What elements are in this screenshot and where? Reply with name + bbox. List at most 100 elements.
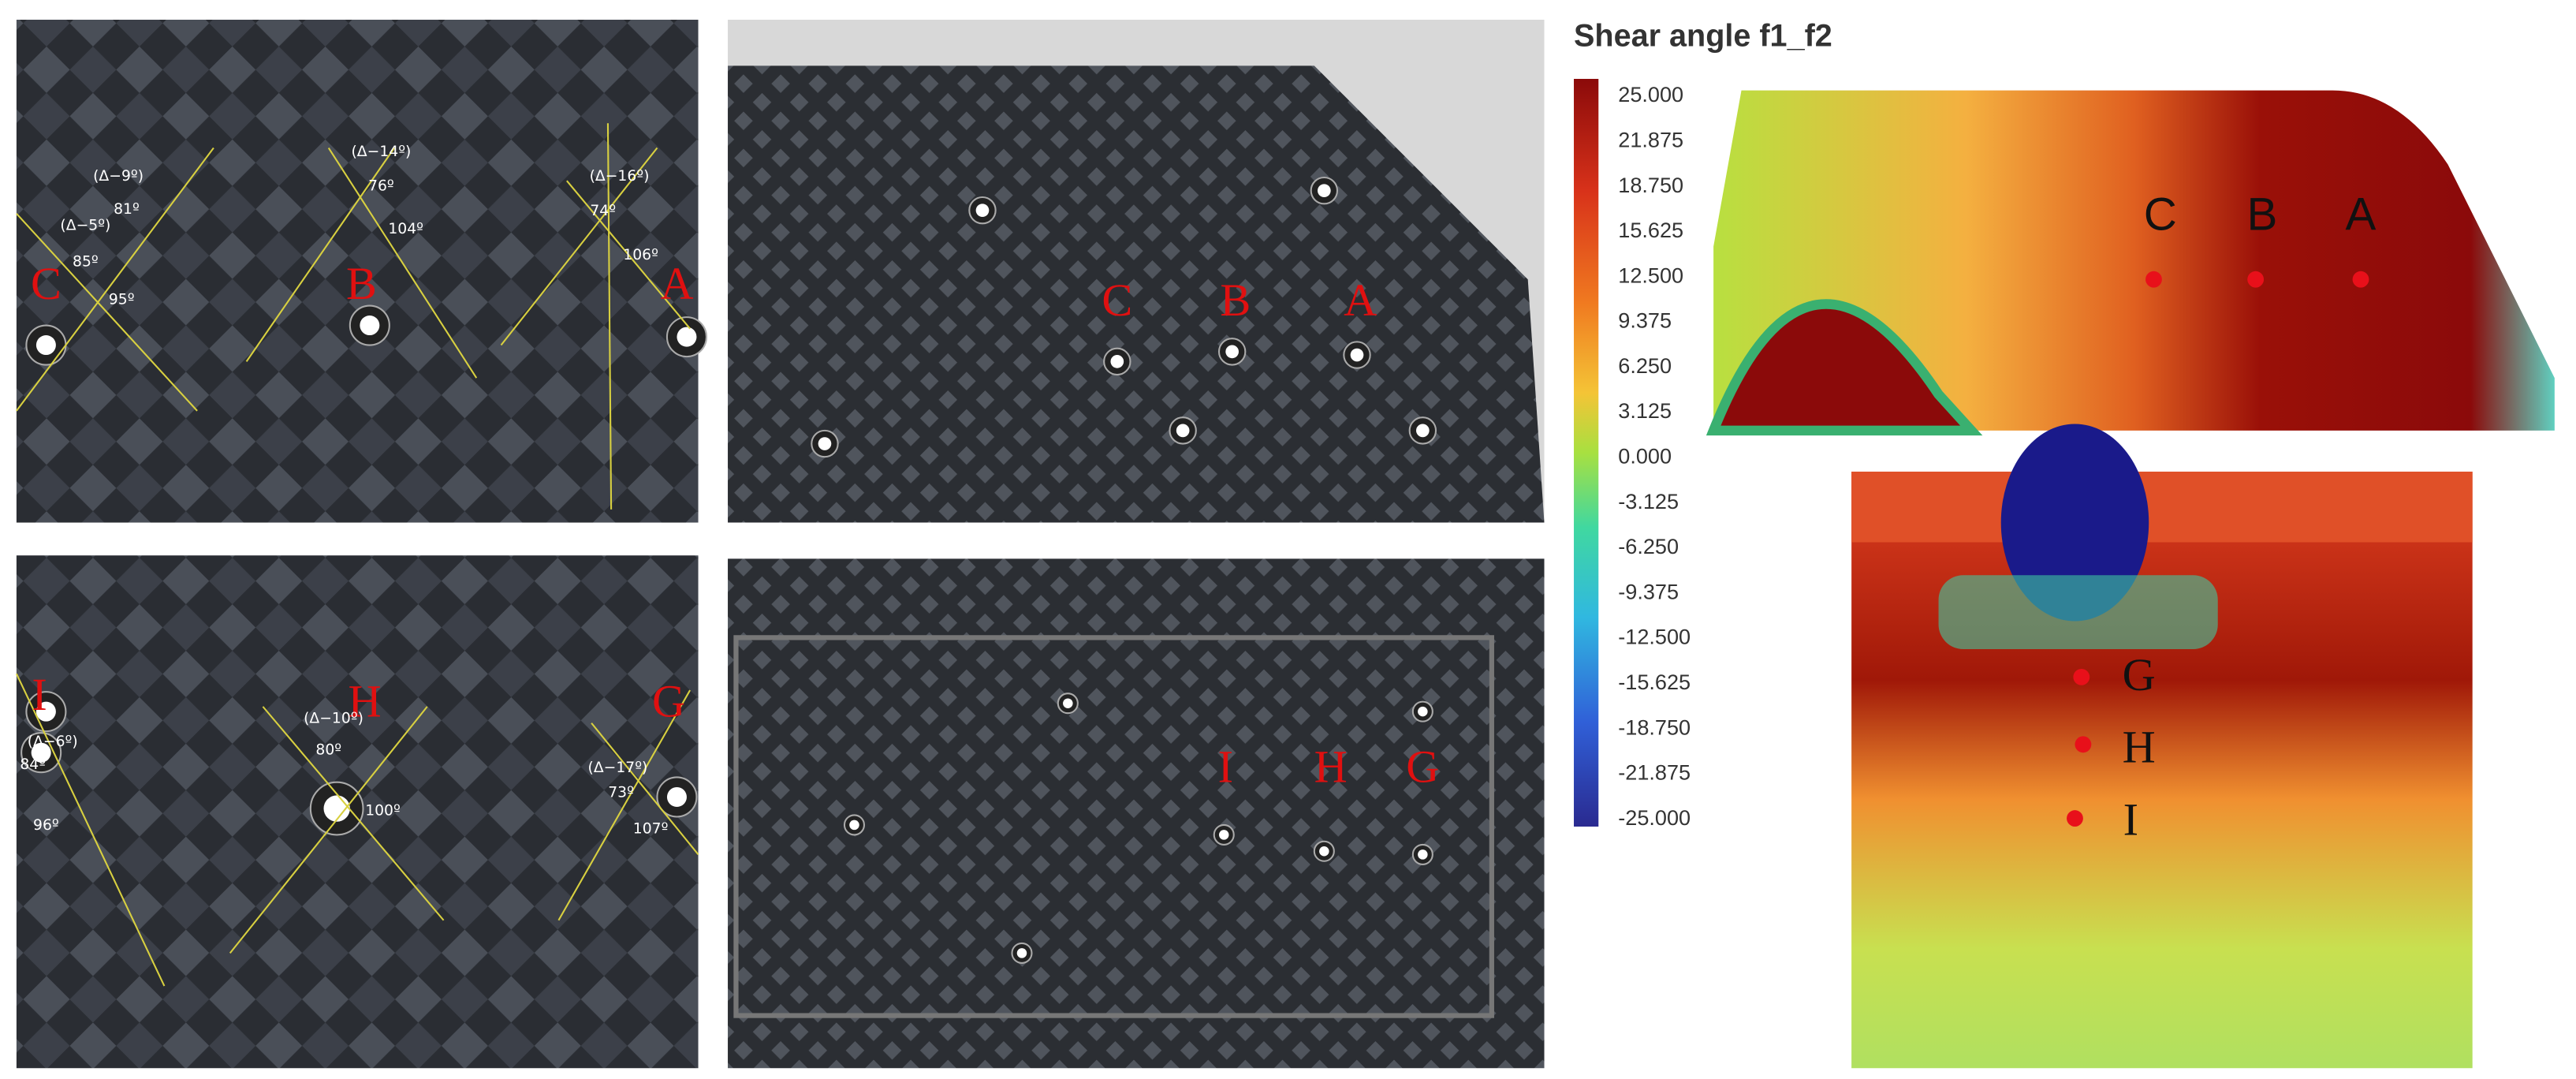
sim-point (2073, 668, 2090, 685)
marker-dot (1110, 355, 1124, 368)
simulation-bottom-edge (1938, 575, 2218, 649)
simulation-bottom (1851, 471, 2473, 1069)
point-label: 100º (365, 802, 401, 819)
measure-line (262, 706, 445, 921)
point-label: I (2123, 793, 2138, 845)
sim-point (2067, 810, 2083, 827)
measure-line (229, 706, 428, 954)
colorbar-tick-label: -21.875 (1618, 760, 1691, 785)
marker-dot (818, 437, 832, 450)
colorbar-tick-label: 12.500 (1618, 263, 1683, 287)
point-label: H (1314, 741, 1348, 793)
simulation-top (1713, 90, 2555, 431)
colorbar-tick-label: 25.000 (1618, 82, 1683, 106)
point-label: I (1218, 741, 1233, 793)
point-label: (Δ−10º) (304, 711, 363, 727)
point-label: C (2144, 189, 2177, 241)
marker-dot (1319, 846, 1329, 857)
measure-line (16, 147, 214, 412)
photo-closeup-top (16, 20, 699, 523)
colorbar-tick-label: 9.375 (1618, 308, 1672, 333)
marker-dot (360, 315, 380, 336)
measure-line (327, 147, 478, 379)
measure-line (606, 123, 613, 510)
marker-dot (35, 335, 56, 356)
point-label: A (660, 258, 693, 309)
colorbar-tick-label: -12.500 (1618, 625, 1691, 649)
measure-line (15, 673, 166, 987)
marker-dot (1063, 698, 1073, 708)
point-label: 76º (368, 178, 394, 195)
point-label: 81º (114, 201, 140, 218)
point-label: G (652, 675, 685, 726)
simulation-bottom-blue (2000, 424, 2149, 622)
colorbar-tick-label: 6.250 (1618, 353, 1672, 378)
measure-line (557, 689, 692, 921)
marker-dot (1016, 948, 1027, 958)
point-label: 106º (623, 247, 658, 263)
point-label: I (32, 669, 47, 720)
point-label: G (2123, 649, 2156, 700)
point-label: B (2247, 189, 2278, 241)
sim-point (2145, 271, 2162, 288)
measure-line (566, 180, 691, 330)
colorbar (1574, 79, 1599, 827)
marker-dot (1416, 424, 1430, 438)
point-label: (Δ−17º) (588, 760, 648, 776)
point-label: (Δ−9º) (93, 168, 144, 185)
colorbar-tick-label: -9.375 (1618, 579, 1679, 603)
marker-dot (1350, 348, 1364, 362)
point-label: (Δ−14º) (351, 144, 411, 160)
colorbar-tick-label: -25.000 (1618, 805, 1691, 830)
marker-dot (849, 820, 859, 831)
point-label: G (1406, 741, 1439, 793)
point-label: 84º (20, 756, 46, 773)
point-label: 74º (590, 203, 616, 219)
point-label: 96º (33, 817, 59, 834)
simulation-top-ridge (1706, 299, 1983, 436)
point-label: 95º (109, 291, 135, 308)
sim-point (2075, 736, 2092, 753)
sim-point (2352, 271, 2369, 288)
marker-dot (31, 742, 51, 763)
photo-overview-bottom (728, 558, 1545, 1069)
marker-dot (1418, 706, 1428, 717)
point-label: 107º (633, 820, 669, 837)
point-label: C (1102, 274, 1132, 326)
colorbar-title: Shear angle f1_f2 (1574, 18, 1832, 53)
colorbar-tick-label: -15.625 (1618, 670, 1691, 694)
measure-line (591, 722, 699, 856)
colorbar-tick-label: 0.000 (1618, 444, 1672, 469)
point-label: H (349, 675, 382, 726)
point-label: 104º (388, 221, 423, 237)
colorbar-tick-label: 18.750 (1618, 173, 1683, 197)
point-label: B (346, 258, 377, 309)
marker-dot (1218, 830, 1229, 840)
point-label: 73º (608, 784, 634, 801)
marker-dot (975, 203, 990, 218)
point-label: (Δ−6º) (28, 734, 78, 750)
marker-dot (1176, 424, 1190, 438)
point-label: 85º (73, 254, 99, 271)
part-outline (733, 635, 1494, 1018)
point-label: A (1344, 274, 1377, 326)
marker-dot (677, 327, 697, 347)
photo-overview-top (728, 65, 1545, 523)
point-label: 80º (315, 741, 341, 758)
point-label: A (2346, 189, 2377, 241)
simulation-bottom-top (1851, 471, 2473, 543)
point-label: C (31, 258, 62, 309)
marker-dot (1318, 184, 1331, 198)
marker-dot (1225, 345, 1239, 359)
colorbar-tick-label: -6.250 (1618, 534, 1679, 558)
marker-dot (666, 786, 687, 807)
colorbar-tick-label: -18.750 (1618, 715, 1691, 739)
point-label: (Δ−5º) (60, 218, 110, 234)
sim-point (2247, 271, 2265, 288)
colorbar-tick-label: 15.625 (1618, 218, 1683, 242)
point-label: B (1220, 274, 1251, 326)
colorbar-tick-label: 21.875 (1618, 127, 1683, 151)
colorbar-tick-label: -3.125 (1618, 489, 1679, 513)
